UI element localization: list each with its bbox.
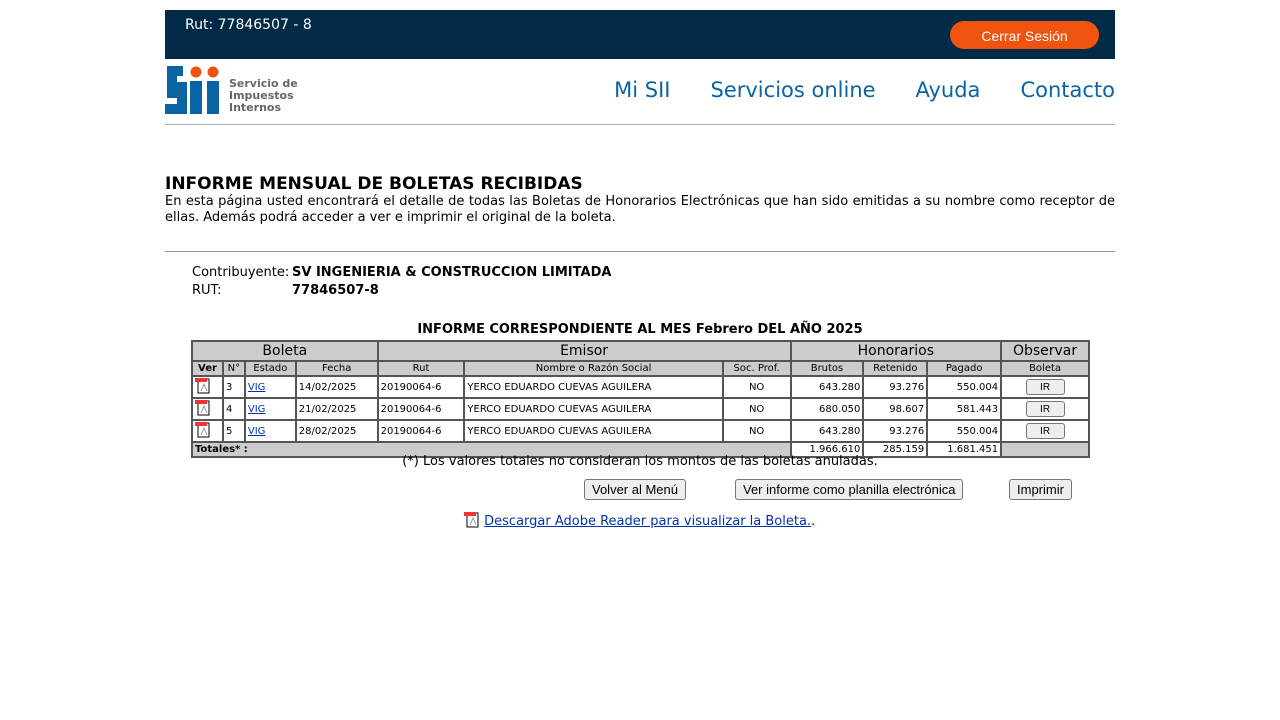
totals-label: Totales* : (191, 441, 792, 458)
estado-cell: VIG (243, 397, 297, 421)
sii-logo[interactable]: Servicio de Impuestos Internos (165, 66, 297, 114)
boleta-number: 4 (221, 397, 246, 421)
col-header: N° (221, 360, 246, 377)
estado-link[interactable]: VIG (247, 381, 266, 393)
nav-servicios-online[interactable]: Servicios online (710, 78, 876, 102)
page-title: INFORME MENSUAL DE BOLETAS RECIBIDAS (165, 174, 583, 194)
fecha: 14/02/2025 (294, 375, 379, 399)
boleta-cell: IR (1000, 397, 1090, 421)
boleta-number: 5 (221, 419, 246, 443)
col-header: Pagado (926, 360, 1003, 377)
brutos: 643.280 (789, 419, 865, 443)
retenido: 93.276 (862, 419, 929, 443)
nav-ayuda[interactable]: Ayuda (915, 78, 981, 102)
soc-prof: NO (721, 397, 792, 421)
totals-row: Totales* : 1.966.610 285.159 1.681.451 (191, 441, 1090, 458)
table-row: 5 VIG 28/02/2025 20190064-6 YERCO EDUARD… (191, 419, 1090, 443)
brutos: 643.280 (789, 375, 865, 399)
pagado: 581.443 (926, 397, 1003, 421)
group-honorarios: Honorarios (789, 340, 1003, 362)
soc-prof: NO (721, 419, 792, 443)
print-button[interactable]: Imprimir (1009, 479, 1072, 500)
back-to-menu-button[interactable]: Volver al Menú (584, 479, 686, 500)
boletas-table: Boleta Emisor Honorarios Observar Ver N° E… (191, 340, 1090, 458)
svg-text:Internos: Internos (229, 101, 281, 114)
retenido: 98.607 (862, 397, 929, 421)
download-adobe-link[interactable]: Descargar Adobe Reader para visualizar l… (484, 514, 812, 529)
pdf-icon[interactable] (195, 400, 211, 419)
col-header: Boleta (1000, 360, 1090, 377)
main-nav: Mi SII Servicios online Ayuda Contacto (614, 78, 1115, 102)
view-pdf-cell[interactable] (191, 419, 224, 443)
view-boleta-button[interactable]: IR (1025, 401, 1065, 417)
estado-cell: VIG (243, 419, 297, 443)
download-reader: Descargar Adobe Reader para visualizar l… (464, 511, 815, 532)
col-header: Soc. Prof. (721, 360, 792, 377)
page-description: En esta página usted encontrará el detal… (165, 194, 1115, 225)
divider (165, 251, 1115, 252)
svg-text:Servicio de: Servicio de (229, 77, 297, 90)
total-retenido: 285.159 (862, 441, 929, 458)
col-header: Estado (243, 360, 297, 377)
view-boleta-button[interactable]: IR (1025, 379, 1065, 395)
emisor-rut: 20190064-6 (376, 419, 466, 443)
report-title: INFORME CORRESPONDIENTE AL MES Febrero D… (417, 322, 863, 337)
col-header: Rut (376, 360, 466, 377)
emisor-rut: 20190064-6 (376, 397, 466, 421)
taxpayer-rut-row: RUT: 77846507-8 (192, 283, 379, 298)
nav-contacto[interactable]: Contacto (1020, 78, 1115, 102)
label: RUT: (192, 283, 222, 298)
boleta-cell: IR (1000, 419, 1090, 443)
view-pdf-cell[interactable] (191, 397, 224, 421)
group-emisor: Emisor (376, 340, 792, 362)
svg-text:Impuestos: Impuestos (229, 89, 294, 102)
emisor-rut: 20190064-6 (376, 375, 466, 399)
totals-note: (*) Los valores totales no consideran lo… (402, 454, 878, 469)
pagado: 550.004 (926, 375, 1003, 399)
pdf-icon[interactable] (195, 378, 211, 397)
estado-link[interactable]: VIG (247, 425, 266, 437)
group-observar: Observar (1000, 340, 1090, 362)
view-pdf-cell[interactable] (191, 375, 224, 399)
fecha: 21/02/2025 (294, 397, 379, 421)
col-header: Brutos (789, 360, 865, 377)
taxpayer-name: SV INGENIERIA & CONSTRUCCION LIMITADA (292, 265, 612, 280)
total-empty (1000, 441, 1090, 458)
top-bar: Rut: 77846507 - 8 Cerrar Sesión (165, 10, 1115, 59)
label: Contribuyente: (192, 265, 290, 280)
emisor-nombre: YERCO EDUARDO CUEVAS AGUILERA (463, 375, 724, 399)
suffix: . (811, 514, 816, 529)
spreadsheet-button[interactable]: Ver informe como planilla electrónica (735, 479, 964, 500)
pdf-icon[interactable] (195, 422, 211, 441)
logout-button[interactable]: Cerrar Sesión (950, 21, 1099, 49)
group-boleta: Boleta (191, 340, 379, 362)
boleta-number: 3 (221, 375, 246, 399)
total-brutos: 1.966.610 (789, 441, 865, 458)
user-rut: Rut: 77846507 - 8 (185, 17, 312, 33)
col-header: Retenido (862, 360, 929, 377)
brutos: 680.050 (789, 397, 865, 421)
col-header: Fecha (294, 360, 379, 377)
divider (165, 124, 1115, 125)
fecha: 28/02/2025 (294, 419, 379, 443)
total-pagado: 1.681.451 (926, 441, 1003, 458)
taxpayer-name-row: Contribuyente: SV INGENIERIA & CONSTRUCC… (192, 265, 611, 280)
emisor-nombre: YERCO EDUARDO CUEVAS AGUILERA (463, 419, 724, 443)
estado-link[interactable]: VIG (247, 403, 266, 415)
pagado: 550.004 (926, 419, 1003, 443)
emisor-nombre: YERCO EDUARDO CUEVAS AGUILERA (463, 397, 724, 421)
soc-prof: NO (721, 375, 792, 399)
pdf-icon (464, 511, 480, 532)
retenido: 93.276 (862, 375, 929, 399)
nav-mi-sii[interactable]: Mi SII (614, 78, 671, 102)
table-row: 3 VIG 14/02/2025 20190064-6 YERCO EDUARD… (191, 375, 1090, 399)
col-header: Ver (191, 360, 224, 377)
col-header: Nombre o Razón Social (463, 360, 724, 377)
boleta-cell: IR (1000, 375, 1090, 399)
view-boleta-button[interactable]: IR (1025, 423, 1065, 439)
table-row: 4 VIG 21/02/2025 20190064-6 YERCO EDUARD… (191, 397, 1090, 421)
estado-cell: VIG (243, 375, 297, 399)
taxpayer-rut: 77846507-8 (292, 283, 379, 298)
